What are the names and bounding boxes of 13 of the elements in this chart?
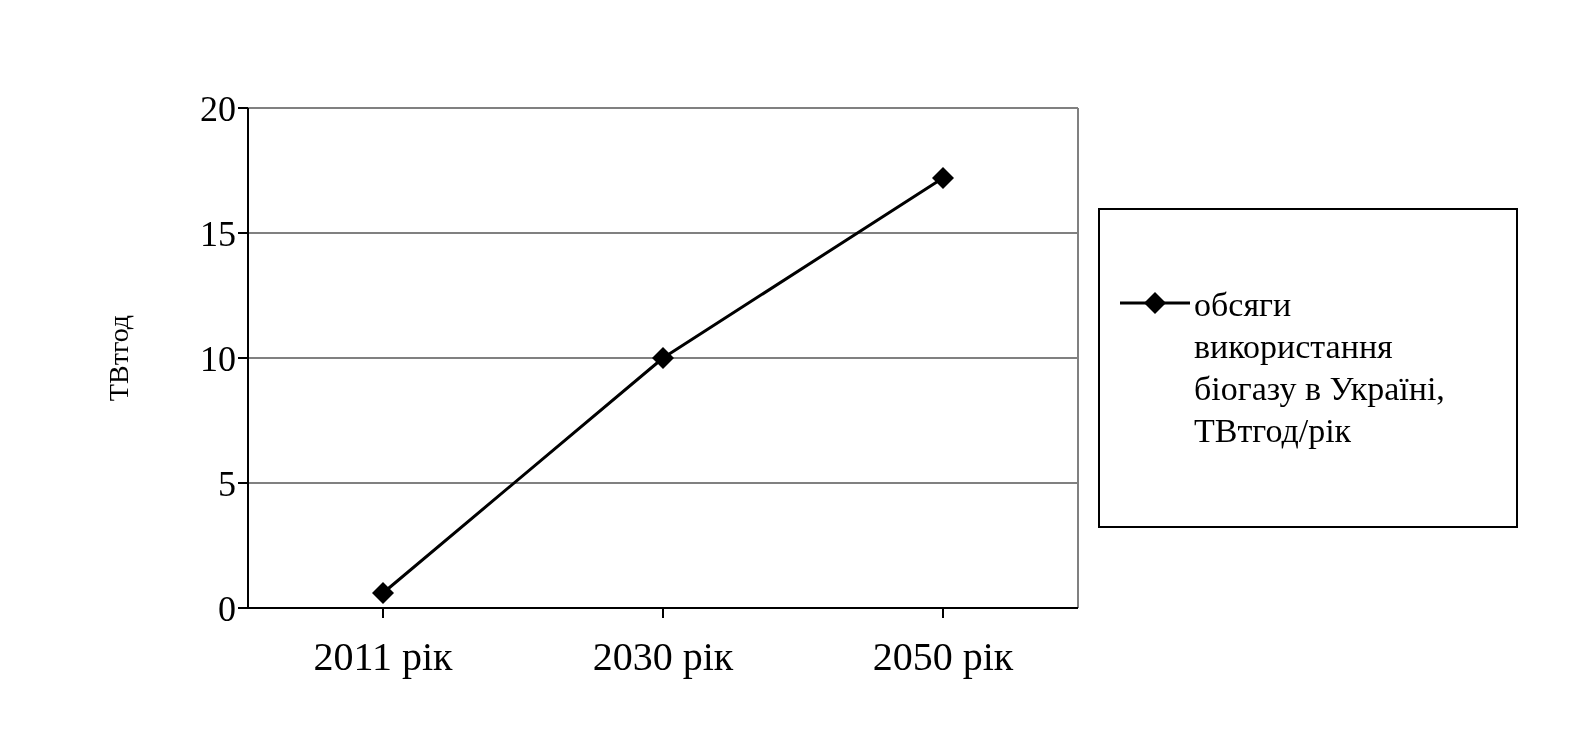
point [932,167,954,189]
point [652,347,674,369]
x-tick-label: 2011 рік [313,634,454,680]
y-tick-label: 0 [218,588,236,629]
y-axis-title: ТВтгод [102,314,134,402]
point [372,582,394,604]
legend-label: обсяги використання біогазу в Україні, ТВтгод/рік [1194,285,1446,451]
y-tick-label: 15 [200,213,236,254]
y-tick-label: 20 [200,88,236,129]
x-tick-label: 2050 рік [872,634,1014,680]
y-tick-label: 5 [218,463,236,504]
x-tick-label: 2030 рік [592,634,734,680]
y-tick-label: 10 [200,338,236,379]
